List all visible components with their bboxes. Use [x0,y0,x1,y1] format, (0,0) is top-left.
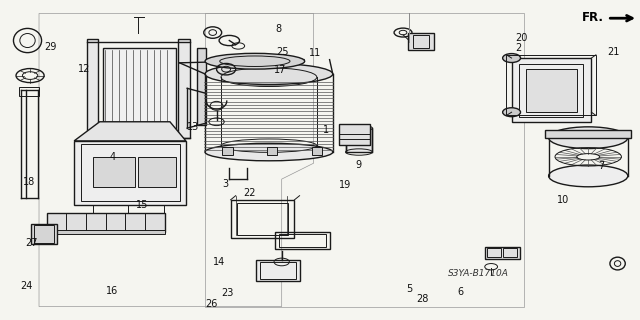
Text: 13: 13 [188,122,200,132]
Text: FR.: FR. [582,11,604,24]
Bar [47,230,165,234]
Text: 1: 1 [323,125,330,135]
Text: 9: 9 [355,160,362,170]
Bar [408,33,434,50]
Text: 17: 17 [274,65,287,75]
Text: 29: 29 [44,42,57,52]
Bar [237,203,288,235]
Bar [339,124,370,145]
Bar [260,262,296,279]
Text: 26: 26 [205,299,218,309]
Bar [178,39,189,138]
Bar [31,224,57,244]
Text: 8: 8 [275,24,282,34]
Bar [19,87,39,96]
Bar [230,200,294,238]
Bar [74,141,186,204]
Text: 24: 24 [20,281,33,291]
Bar [346,128,372,152]
Text: 21: 21 [607,47,620,57]
Bar [34,225,54,243]
Text: 22: 22 [243,188,256,198]
Ellipse shape [502,53,520,62]
Bar [275,232,330,249]
Bar [256,260,300,281]
Text: 23: 23 [221,288,234,298]
Text: 12: 12 [77,64,90,74]
Bar [279,234,326,247]
Bar [511,58,591,122]
Text: 10: 10 [557,195,569,205]
Text: 4: 4 [109,152,115,163]
Text: 2: 2 [515,44,521,53]
Text: 27: 27 [25,238,38,248]
Bar [519,64,583,117]
Ellipse shape [346,125,372,131]
Text: 3: 3 [223,179,228,189]
Bar [103,49,176,134]
Ellipse shape [548,165,628,187]
Text: 16: 16 [106,286,118,296]
Bar [87,39,99,138]
Bar [413,35,429,48]
Bar [222,147,232,155]
Polygon shape [74,122,186,141]
Text: 18: 18 [23,177,36,187]
Ellipse shape [205,143,333,161]
Bar [81,144,179,201]
Text: 6: 6 [458,287,463,297]
Bar [93,157,135,187]
Ellipse shape [502,108,520,117]
Bar [196,49,206,125]
Bar [487,248,501,257]
Ellipse shape [205,63,333,84]
Text: 19: 19 [339,180,351,190]
Bar [525,69,577,112]
Bar [312,147,322,155]
Bar [545,130,631,138]
Text: 25: 25 [276,47,289,57]
Text: 15: 15 [136,200,148,210]
Bar [47,212,165,232]
Text: 5: 5 [406,284,413,294]
Text: 7: 7 [598,161,604,172]
Text: 14: 14 [213,257,225,267]
Bar [267,147,277,155]
Ellipse shape [548,127,628,148]
Text: 11: 11 [309,48,322,58]
Text: 20: 20 [515,33,527,43]
Text: S3YA-B1710A: S3YA-B1710A [448,268,509,278]
Bar [503,248,517,257]
Bar [484,247,520,259]
Text: 28: 28 [416,293,428,304]
Ellipse shape [205,53,305,69]
Bar [138,157,176,187]
